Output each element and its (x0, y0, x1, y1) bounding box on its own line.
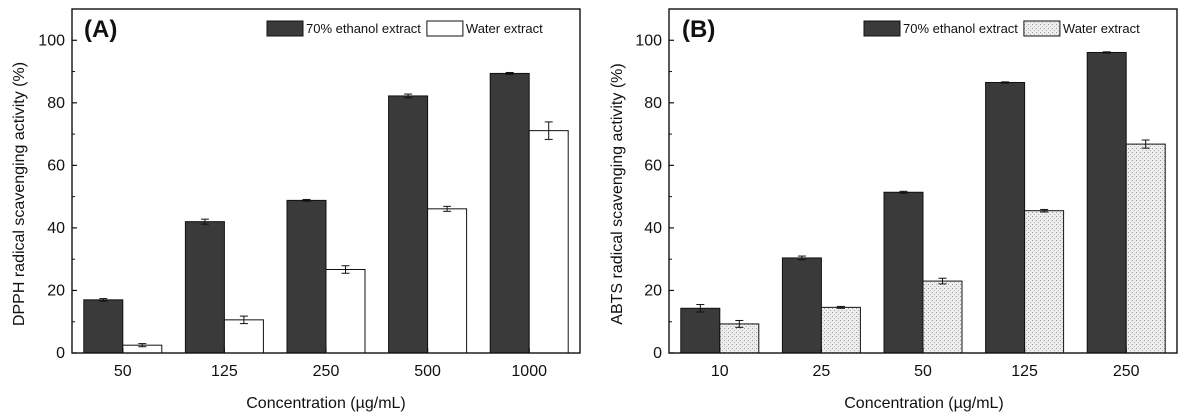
panel-a-x-axis-title: Concentration (µg/mL) (246, 395, 406, 412)
panel-b-x-tick-label: 50 (914, 363, 932, 380)
panel-b-legend-label-s1: 70% ethanol extract (903, 21, 1018, 36)
panel-b-bar-s2-50 (922, 280, 963, 354)
panel-b-y-tick-label: 40 (644, 220, 662, 237)
panel-a-y-tick-label: 0 (56, 345, 65, 362)
panel-a-bar-s1-250 (286, 199, 327, 354)
panel-a-plot-area: 0 20 40 60 80 100 50 125 250 500 1000 70% ethanol e… (38, 8, 581, 380)
panel-a-bar-s2-250 (325, 269, 366, 354)
panel-b-error-bar-s1-25 (797, 255, 806, 261)
panel-b-bar-s2-250 (1125, 143, 1166, 354)
panel-b-x-tick-label: 25 (813, 363, 831, 380)
panel-b-error-bar-s2-25 (836, 305, 845, 309)
panel-a-legend: 70% ethanol extract Water extract (266, 20, 543, 37)
panel-a-legend-swatch-s2 (426, 20, 464, 37)
panel-a-error-bar-s2-50 (138, 343, 147, 348)
panel-a-error-bar-s1-1000 (505, 71, 514, 75)
panel-b-error-bar-s2-250 (1141, 139, 1150, 149)
panel-a-y-axis-title: DPPH radical scavenging activity (%) (11, 62, 28, 326)
panel-a-bar-s1-50 (83, 299, 124, 354)
panel-a-bar-s1-125 (184, 221, 225, 354)
panel-b-plot-area: 0 20 40 60 80 100 10 25 50 125 250 70% ethanol extr… (635, 8, 1178, 380)
panel-b-x-tick-label: 10 (711, 363, 729, 380)
panel-a-error-bar-s2-1000 (544, 121, 553, 140)
panel-a-error-bar-s2-250 (341, 265, 350, 274)
panel-b-error-bar-s1-50 (899, 190, 908, 194)
panel-b-error-bar-s2-10 (735, 319, 744, 328)
panel-a-x-tick-label: 1000 (511, 363, 547, 380)
panel-a-error-bar-s1-250 (302, 198, 311, 202)
panel-a-bar-s1-500 (388, 95, 429, 354)
panel-b: (B) Concentration (µg/mL) ABTS radical s… (609, 8, 1178, 412)
panel-b-bar-s1-250 (1086, 51, 1127, 354)
panel-b-error-bar-s2-50 (938, 277, 947, 285)
panel-a-x-tick-label: 500 (414, 363, 441, 380)
panel-a-bar-s2-125 (223, 319, 264, 354)
panel-a-x-tick-label: 250 (313, 363, 340, 380)
panel-b-legend-label-s2: Water extract (1063, 21, 1140, 36)
panel-b-label: (B) (682, 16, 715, 43)
panel-a-y-tick-label: 80 (47, 95, 65, 112)
panel-a-x-tick-label: 125 (211, 363, 238, 380)
panel-b-error-bar-s1-10 (696, 304, 705, 313)
panel-a-error-bar-s2-125 (239, 315, 248, 325)
panel-b-error-bar-s1-250 (1102, 51, 1111, 54)
panel-b-bar-s1-10 (680, 307, 721, 354)
panel-a-error-bar-s1-500 (404, 93, 413, 99)
panel-a-label: (A) (84, 16, 117, 43)
panel-b-bar-s2-25 (820, 306, 861, 354)
panel-b-x-tick-label: 125 (1011, 363, 1038, 380)
panel-a: (A) Concentration (µg/mL) DPPH radical s… (11, 8, 581, 412)
panel-b-bar-s1-25 (781, 257, 822, 354)
panel-b-y-tick-label: 60 (644, 157, 662, 174)
panel-a-bar-s2-1000 (528, 130, 569, 354)
panel-b-bar-s2-125 (1024, 210, 1065, 354)
panel-a-y-tick-label: 100 (38, 32, 65, 49)
panel-b-x-tick-label: 250 (1113, 363, 1140, 380)
panel-b-bar-s1-125 (985, 81, 1026, 354)
panel-a-legend-label-s1: 70% ethanol extract (306, 21, 421, 36)
panel-b-y-tick-label: 100 (635, 32, 662, 49)
panel-b-x-axis-title: Concentration (µg/mL) (844, 395, 1004, 412)
panel-a-error-bar-s1-50 (99, 298, 108, 302)
panel-a-y-tick-label: 60 (47, 157, 65, 174)
panel-a-bar-s1-1000 (489, 72, 530, 354)
panel-b-legend: 70% ethanol extract Water extract (863, 20, 1140, 37)
panel-a-y-tick-label: 40 (47, 220, 65, 237)
panel-a-error-bar-s2-500 (443, 205, 452, 212)
panel-a-error-bar-s1-125 (200, 218, 209, 225)
panel-b-y-tick-label: 80 (644, 95, 662, 112)
panel-a-y-tick-label: 20 (47, 282, 65, 299)
panel-b-y-axis-title: ABTS radical scavenging activity (%) (609, 63, 626, 324)
panel-b-y-tick-label: 20 (644, 282, 662, 299)
panel-b-bar-s2-10 (719, 323, 760, 354)
panel-a-x-tick-label: 50 (114, 363, 132, 380)
panel-b-error-bar-s2-125 (1040, 208, 1049, 213)
panel-b-legend-swatch-s1 (863, 20, 901, 37)
panel-a-legend-label-s2: Water extract (466, 21, 543, 36)
panel-b-error-bar-s1-125 (1001, 81, 1010, 84)
panel-b-y-tick-label: 0 (653, 345, 662, 362)
panel-b-bar-s1-50 (883, 191, 924, 354)
panel-a-legend-swatch-s1 (266, 20, 304, 37)
panel-b-legend-swatch-s2 (1023, 20, 1061, 37)
panel-a-bar-s2-500 (427, 208, 468, 354)
